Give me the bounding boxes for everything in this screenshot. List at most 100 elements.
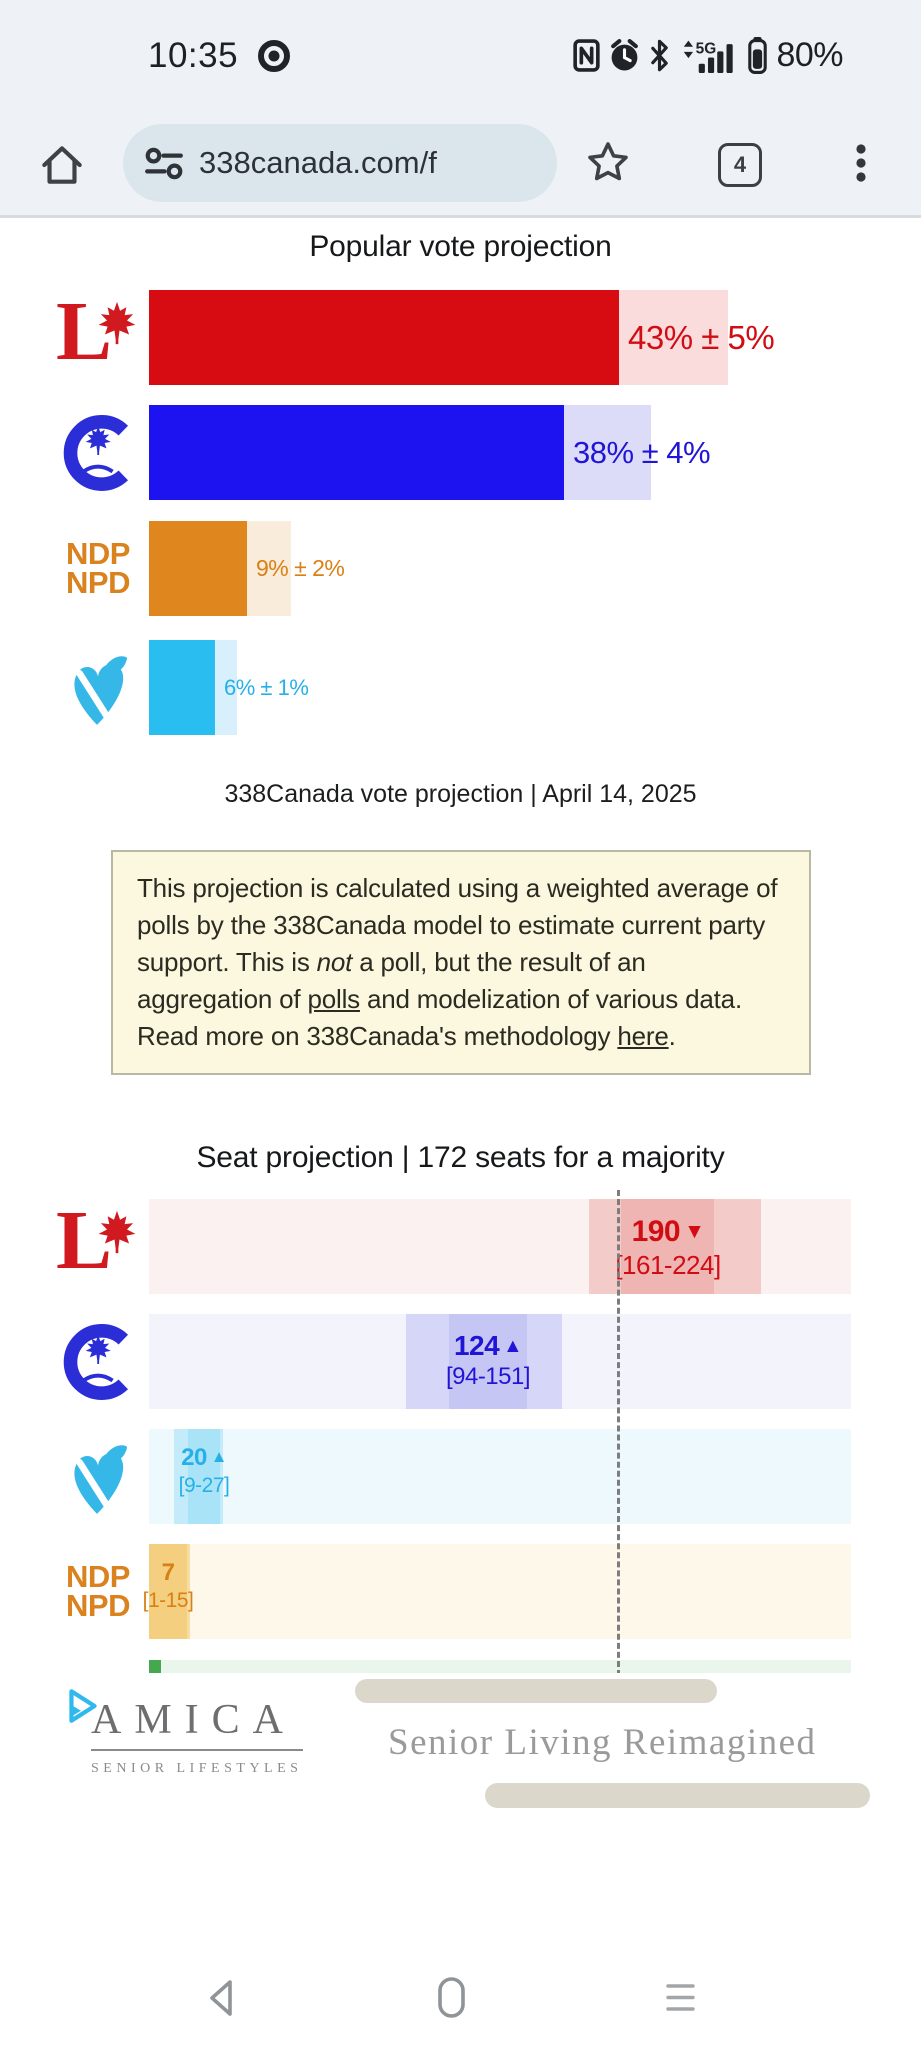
ndp-seat-estimate: 7	[161, 1559, 175, 1586]
lpc-vote-label: 43% ± 5%	[628, 318, 775, 356]
alarm-icon	[611, 39, 639, 71]
green-party-row-partial	[149, 1660, 851, 1674]
bookmark-star-button[interactable]	[584, 139, 632, 187]
ndp-vote-bar	[149, 521, 247, 616]
cpc-logo	[50, 405, 146, 500]
ndp-vote-label: 9% ± 2%	[256, 555, 345, 581]
adchoices-icon[interactable]	[63, 1685, 103, 1727]
android-navigation-bar	[0, 1960, 921, 2048]
cpc-vote-bar	[149, 405, 564, 500]
note-text-segment: .	[668, 1021, 676, 1051]
ad-brand-rule	[91, 1749, 303, 1751]
cpc-logo	[50, 1314, 146, 1409]
seat-row-lpc: L 190 ▼ [161-224]	[0, 1196, 921, 1294]
tab-switcher-button[interactable]: 4	[718, 143, 762, 187]
lpc-logo: L	[50, 1196, 146, 1294]
nav-recents-button[interactable]	[657, 1974, 701, 2022]
home-icon	[42, 146, 82, 184]
cpc-vote-moe-band	[564, 405, 651, 500]
bq-vote-bar	[149, 640, 215, 735]
cpc-trend-up-icon: ▲	[503, 1335, 523, 1357]
vote-row-cpc: 38% ± 4%	[0, 405, 921, 500]
bq-seat-estimate: 20 ▲	[181, 1444, 228, 1471]
svg-text:5G: 5G	[696, 40, 717, 57]
note-text-segment: a poll, but the result of an aggregation…	[137, 947, 646, 1014]
tab-count: 4	[733, 152, 747, 177]
bq-seat-range: [9-27]	[178, 1473, 230, 1497]
bq-logo	[50, 1429, 146, 1524]
status-icons: 5G 80%	[573, 0, 843, 111]
note-text-segment: This projection is calculated using a we…	[137, 873, 778, 977]
vote-row-bq: 6% ± 1%	[0, 640, 921, 735]
ad-tagline: Senior Living Reimagined	[388, 1722, 817, 1763]
nav-back-button[interactable]	[200, 1974, 244, 2022]
ndp-logo: NDP NPD	[66, 1558, 130, 1623]
note-link[interactable]: here	[617, 1021, 669, 1051]
bq-seat-full-band	[149, 1429, 851, 1524]
nav-home-button[interactable]	[429, 1974, 473, 2022]
note-text-segment: and modelization of various data. Read m…	[137, 984, 742, 1051]
vote-chart-title: Popular vote projection	[309, 230, 612, 263]
status-bar: 10:35 5G 80%	[0, 0, 921, 111]
seat-row-bq: 20 ▲ [9-27]	[0, 1429, 921, 1524]
ndp-seat-range: [1-15]	[142, 1588, 194, 1612]
methodology-note: This projection is calculated using a we…	[111, 850, 811, 1075]
url-text: 338canada.com/f	[199, 145, 437, 180]
ad-brand-subtitle: SENIOR LIFESTYLES	[91, 1761, 303, 1776]
lpc-seat-range: [161-224]	[615, 1250, 721, 1280]
battery-percent-text: 80%	[776, 36, 843, 74]
home-pill-icon	[438, 1977, 465, 2018]
clock-text: 10:35	[148, 35, 239, 75]
note-link[interactable]: polls	[307, 984, 360, 1014]
bluetooth-icon	[651, 39, 669, 72]
lpc-seat-label: 190 ▼ [161-224]	[558, 1214, 778, 1281]
screen-record-icon	[256, 0, 292, 111]
ndp-vote-moe-band	[247, 521, 291, 616]
bq-trend-up-icon: ▲	[210, 1447, 228, 1466]
majority-threshold-line	[617, 1190, 620, 1676]
nfc-icon	[573, 39, 601, 72]
battery-icon	[748, 37, 768, 74]
site-settings-icon	[145, 147, 183, 180]
ndp-seat-full-band	[149, 1544, 851, 1639]
home-button[interactable]	[36, 138, 88, 190]
seat-row-cpc: 124 ▲ [94-151]	[0, 1314, 921, 1409]
lpc-trend-down-icon: ▼	[684, 1220, 705, 1243]
seat-row-ndp: NDP NPD 7 [1-15]	[0, 1544, 921, 1639]
cpc-vote-label: 38% ± 4%	[573, 434, 711, 470]
bq-vote-label: 6% ± 1%	[224, 674, 309, 700]
cpc-seat-label: 124 ▲ [94-151]	[378, 1329, 598, 1391]
url-bar[interactable]: 338canada.com/f	[123, 124, 557, 202]
ad-brand-block: AMICA SENIOR LIFESTYLES	[91, 1699, 321, 1777]
ndp-seat-label: 7 [1-15]	[58, 1559, 278, 1613]
cpc-seat-estimate: 124 ▲	[453, 1330, 523, 1361]
lpc-seat-estimate-strip	[621, 1199, 714, 1294]
cpc-seat-estimate-strip	[449, 1314, 527, 1409]
browser-menu-button[interactable]	[854, 141, 868, 185]
hamburger-icon	[666, 1984, 695, 2011]
ad-brand-name: AMICA	[91, 1697, 297, 1743]
back-icon	[210, 1980, 232, 2016]
ad-decor-shape	[355, 1679, 717, 1703]
green-party-bar-partial	[149, 1660, 161, 1674]
seat-chart-title: Seat projection | 172 seats for a majori…	[196, 1141, 725, 1174]
network-5g-signal-icon: 5G	[684, 40, 734, 73]
lpc-vote-moe-band	[619, 290, 728, 385]
vote-row-ndp: NDP NPD 9% ± 2%	[0, 521, 921, 616]
bq-seat-label: 20 ▲ [9-27]	[94, 1444, 314, 1498]
bq-vote-moe-band	[215, 640, 237, 735]
cpc-seat-range: [94-151]	[445, 1362, 531, 1390]
bq-logo	[50, 640, 146, 735]
ad-decor-shape	[485, 1783, 870, 1808]
lpc-logo: L	[50, 287, 146, 385]
star-icon	[588, 142, 628, 181]
vote-row-lpc: L 43% ± 5%	[0, 287, 921, 385]
kebab-menu-icon	[856, 144, 866, 182]
lpc-seat-estimate: 190 ▼	[631, 1215, 705, 1248]
browser-toolbar: 338canada.com/f 4	[0, 111, 921, 215]
note-italic-text: not	[316, 947, 353, 977]
ndp-seat-estimate-strip	[149, 1544, 187, 1639]
ad-banner[interactable]: AMICA SENIOR LIFESTYLES Senior Living Re…	[0, 1673, 921, 1818]
lpc-vote-bar	[149, 290, 619, 385]
methodology-note-text: This projection is calculated using a we…	[137, 870, 785, 1055]
